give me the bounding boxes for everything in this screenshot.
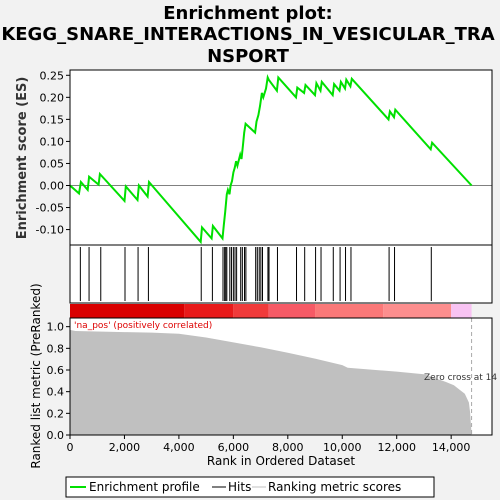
metric-y-tick-label: 0.8 — [47, 342, 65, 355]
hits-panel — [69, 244, 493, 304]
heat-band-segment — [451, 304, 472, 318]
es-y-axis-label: Enrichment score (ES) — [15, 77, 30, 240]
chart-title-line-1: Enrichment plot: — [163, 3, 333, 24]
es-y-tick-label: 0.15 — [40, 113, 65, 126]
legend-label-metric: Ranking metric scores — [268, 480, 401, 494]
metric-x-tick-label: 0 — [67, 441, 74, 454]
metric-y-ticks: 0.0 0.2 0.4 0.6 0.8 1.0 — [47, 321, 70, 442]
zero-cross-label: Zero cross at 14 — [424, 373, 497, 383]
legend-label-hits: Hits — [228, 480, 251, 494]
metric-x-ticks: 0 2,000 4,000 6,000 8,000 10,000 12,000 14,000 — [67, 435, 471, 454]
metric-x-tick-label: 6,000 — [218, 441, 250, 454]
metric-x-tick-label: 14,000 — [432, 441, 471, 454]
metric-y-tick-label: 0.4 — [47, 386, 65, 399]
chart-title-line-2: KEGG_SNARE_INTERACTIONS_IN_VESICULAR_TRA — [1, 24, 494, 45]
heat-band-segment — [233, 304, 269, 318]
es-y-tick-label: 0.20 — [40, 91, 65, 104]
metric-y-tick-label: 0.0 — [47, 429, 65, 442]
metric-y-tick-label: 1.0 — [47, 321, 65, 334]
metric-y-tick-label: 0.6 — [47, 364, 65, 377]
metric-y-axis-label: Ranked list metric (PreRanked) — [29, 283, 43, 468]
heat-band-segment — [315, 304, 384, 318]
ranking-metric-area — [70, 329, 472, 435]
heat-band-segment — [70, 304, 185, 318]
es-y-tick-label: 0.05 — [40, 157, 65, 170]
metric-x-tick-label: 4,000 — [163, 441, 195, 454]
es-y-tick-label: 0.25 — [40, 69, 65, 82]
chart-title-line-3: NSPORT — [207, 46, 290, 67]
metric-x-tick-label: 2,000 — [109, 441, 141, 454]
heat-band-segment — [383, 304, 452, 318]
es-profile-line — [69, 74, 473, 245]
es-y-tick-label: -0.10 — [36, 224, 64, 237]
legend-label-enrichment: Enrichment profile — [89, 480, 200, 494]
ranked-heat-band — [70, 304, 472, 318]
heat-band-segment — [184, 304, 234, 318]
metric-panel-frame — [69, 317, 493, 436]
metric-x-tick-label: 8,000 — [272, 441, 304, 454]
es-y-ticks: -0.10 -0.05 0.00 0.05 0.10 0.15 0.20 0.25 — [36, 69, 70, 237]
positive-correlation-label: 'na_pos' (positively correlated) — [74, 321, 212, 331]
metric-x-tick-label: 10,000 — [323, 441, 362, 454]
es-y-tick-label: -0.05 — [36, 202, 64, 215]
metric-y-tick-label: 0.2 — [47, 407, 65, 420]
es-y-tick-label: 0.10 — [40, 135, 65, 148]
es-y-tick-label: 0.00 — [40, 179, 65, 192]
legend-box — [65, 476, 435, 498]
metric-x-tick-label: 12,000 — [377, 441, 416, 454]
es-panel-background — [70, 70, 492, 245]
heat-band-segment — [268, 304, 316, 318]
hit-markers — [79, 247, 432, 301]
metric-x-axis-label: Rank in Ordered Dataset — [207, 454, 355, 468]
